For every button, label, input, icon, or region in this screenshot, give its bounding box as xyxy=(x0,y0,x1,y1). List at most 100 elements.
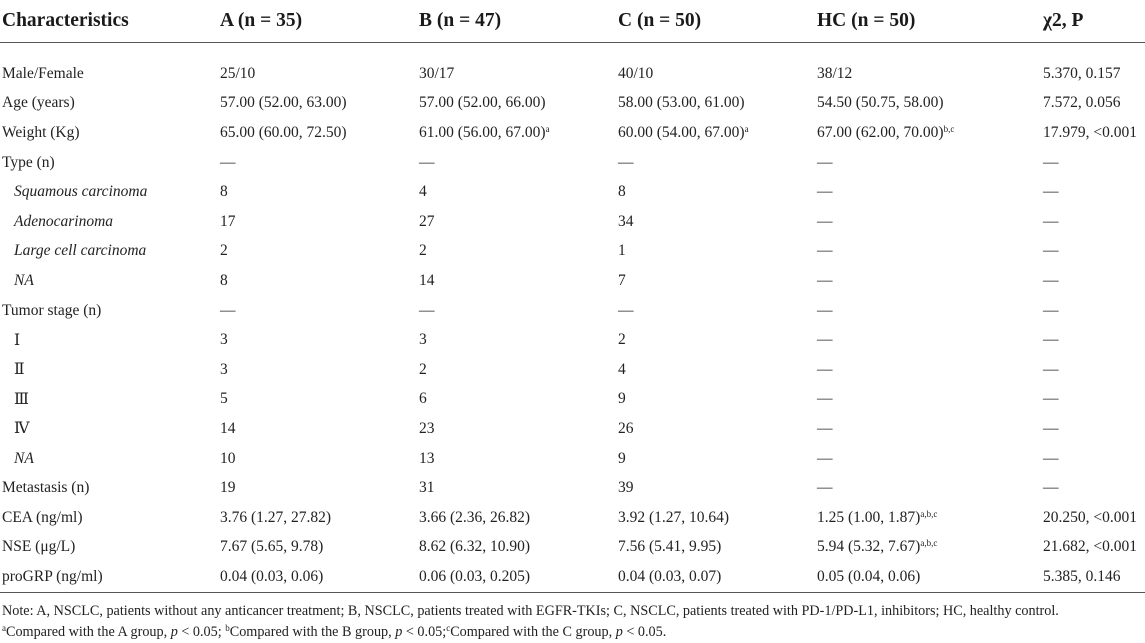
cell-value: 26 xyxy=(618,419,634,437)
cell-value: 0.05 (0.04, 0.06) xyxy=(817,567,921,585)
cell-group-b: 61.00 (56.00, 67.00)a xyxy=(417,118,616,148)
cell-value: — xyxy=(1043,242,1059,260)
cell-chi-square-p: — xyxy=(1041,148,1145,178)
cell-value: 1 xyxy=(618,242,626,260)
cell-group-a: 2 xyxy=(218,237,417,267)
row-label: Tumor stage (n) xyxy=(2,301,102,319)
cell-group-a: 25/10 xyxy=(218,43,417,89)
cell-group-a: 57.00 (52.00, 63.00) xyxy=(218,89,417,119)
row-label: Metastasis (n) xyxy=(2,479,90,497)
cell-value: 3 xyxy=(220,360,228,378)
cell-value: — xyxy=(817,331,833,349)
cell-value: 8 xyxy=(618,183,626,201)
cell-value: 9 xyxy=(618,449,626,467)
cell-group-hc: — xyxy=(815,177,1041,207)
cell-group-a: 3.76 (1.27, 27.82) xyxy=(218,503,417,533)
note-threshold: < 0.05. xyxy=(622,623,667,640)
cell-value: 10 xyxy=(220,449,236,467)
row-label: NA xyxy=(14,449,34,467)
cell-value: 5.385, 0.146 xyxy=(1043,567,1121,585)
cell-value: 7.56 (5.41, 9.95) xyxy=(618,538,722,556)
cell-value: — xyxy=(419,301,435,319)
cell-chi-square-p: — xyxy=(1041,207,1145,237)
cell-group-c: 7 xyxy=(616,266,815,296)
cell-group-hc: — xyxy=(815,266,1041,296)
cell-value: — xyxy=(220,153,236,171)
cell-group-b: 23 xyxy=(417,414,616,444)
cell-chi-square-p: — xyxy=(1041,296,1145,326)
cell-value: 14 xyxy=(419,271,435,289)
cell-chi-square-p: 21.682, <0.001 xyxy=(1041,533,1145,563)
cell-value: — xyxy=(1043,360,1059,378)
cell-group-a: — xyxy=(218,148,417,178)
significance-superscript: a xyxy=(744,123,749,134)
cell-value: — xyxy=(1043,390,1059,408)
cell-group-hc: — xyxy=(815,385,1041,415)
header-characteristics: Characteristics xyxy=(0,0,218,43)
cell-group-b: 4 xyxy=(417,177,616,207)
significance-superscript: a,b,c xyxy=(920,508,938,519)
cell-value: — xyxy=(1043,419,1059,437)
row-label: NA xyxy=(14,271,34,289)
cell-value: 0.04 (0.03, 0.06) xyxy=(220,567,324,585)
table-row: Weight (Kg) 65.00 (60.00, 72.50) 61.00 (56… xyxy=(0,118,1145,148)
note-threshold: < 0.05; xyxy=(177,623,226,640)
cell-value: — xyxy=(1043,153,1059,171)
cell-value: 67.00 (62.00, 70.00) xyxy=(817,123,944,141)
table-notes: Note: A, NSCLC, patients without any ant… xyxy=(0,601,1145,643)
cell-value: 30/17 xyxy=(419,64,455,82)
row-label: proGRP (ng/ml) xyxy=(0,562,218,593)
cell-group-b: 14 xyxy=(417,266,616,296)
cell-value: 2 xyxy=(220,242,228,260)
table-row: proGRP (ng/ml) 0.04 (0.03, 0.06) 0.06 (0.0… xyxy=(0,562,1145,593)
cell-value: 54.50 (50.75, 58.00) xyxy=(817,94,944,112)
table-row: Male/Female 25/10 30/17 40/10 38/12 5.370, 0.… xyxy=(0,43,1145,89)
table-row: Metastasis (n) 19 31 39 — — xyxy=(0,473,1145,503)
cell-group-hc: — xyxy=(815,325,1041,355)
cell-group-b: 31 xyxy=(417,473,616,503)
cell-value: 2 xyxy=(618,331,626,349)
note-superscript: a xyxy=(2,622,6,633)
cell-chi-square-p: 5.370, 0.157 xyxy=(1041,43,1145,89)
significance-superscript: a xyxy=(545,123,550,134)
cell-group-a: 7.67 (5.65, 9.78) xyxy=(218,533,417,563)
cell-value: 4 xyxy=(618,360,626,378)
cell-value: 5.370, 0.157 xyxy=(1043,64,1121,82)
cell-group-hc: 38/12 xyxy=(815,43,1041,89)
cell-value: — xyxy=(817,419,833,437)
characteristics-table: Characteristics A (n = 35) B (n = 47) C … xyxy=(0,0,1145,593)
cell-group-a: 19 xyxy=(218,473,417,503)
table-row: Ⅱ 3 2 4 — — xyxy=(0,355,1145,385)
cell-group-b: 8.62 (6.32, 10.90) xyxy=(417,533,616,563)
cell-group-c: 39 xyxy=(616,473,815,503)
cell-group-hc: 54.50 (50.75, 58.00) xyxy=(815,89,1041,119)
cell-group-c: — xyxy=(616,296,815,326)
row-label: Age (years) xyxy=(2,94,75,112)
note-p-symbol: p xyxy=(615,623,623,640)
row-label: CEA (ng/ml) xyxy=(2,508,83,526)
cell-chi-square-p: — xyxy=(1041,355,1145,385)
cell-group-a: 3 xyxy=(218,325,417,355)
cell-value: 14 xyxy=(220,419,236,437)
cell-value: 31 xyxy=(419,479,435,497)
cell-group-b: 6 xyxy=(417,385,616,415)
cell-value: 3.66 (2.36, 26.82) xyxy=(419,508,531,526)
header-group-c: C (n = 50) xyxy=(616,0,815,43)
cell-group-c: 3.92 (1.27, 10.64) xyxy=(616,503,815,533)
cell-value: — xyxy=(220,301,236,319)
table-row: CEA (ng/ml) 3.76 (1.27, 27.82) 3.66 (2.36,… xyxy=(0,503,1145,533)
note-superscript: c xyxy=(446,622,451,633)
note-abbreviations: Note: A, NSCLC, patients without any ant… xyxy=(2,602,1059,619)
cell-value: — xyxy=(1043,301,1059,319)
cell-value: — xyxy=(1043,212,1059,230)
cell-chi-square-p: 20.250, <0.001 xyxy=(1041,503,1145,533)
cell-value: — xyxy=(419,153,435,171)
row-label: Ⅳ xyxy=(14,420,30,438)
cell-value: — xyxy=(817,212,833,230)
significance-superscript: a,b,c xyxy=(920,538,938,549)
cell-group-a: 0.04 (0.03, 0.06) xyxy=(218,562,417,593)
cell-value: 8 xyxy=(220,271,228,289)
cell-group-c: 8 xyxy=(616,177,815,207)
table-header: Characteristics A (n = 35) B (n = 47) C … xyxy=(0,0,1145,43)
cell-value: 0.04 (0.03, 0.07) xyxy=(618,567,722,585)
